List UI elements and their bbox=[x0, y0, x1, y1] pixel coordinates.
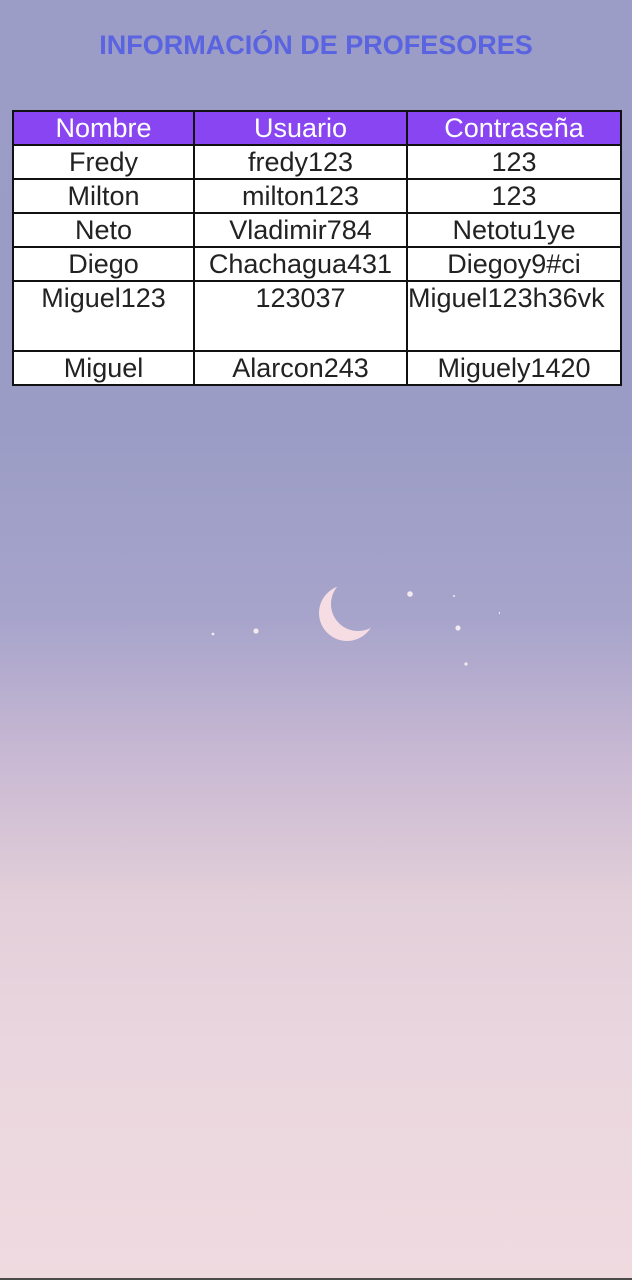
column-header-usuario: Usuario bbox=[193, 110, 408, 146]
crescent-moon-icon bbox=[319, 585, 375, 641]
cell-contrasena: 123 bbox=[406, 178, 622, 214]
cell-usuario: Alarcon243 bbox=[193, 350, 408, 386]
cell-nombre: Diego bbox=[12, 246, 195, 282]
table-row: Milton milton123 123 bbox=[12, 178, 622, 214]
stars-icon bbox=[211, 591, 500, 666]
page-title: INFORMACIÓN DE PROFESORES bbox=[99, 30, 533, 60]
column-header-contrasena: Contraseña bbox=[406, 110, 622, 146]
cell-usuario: fredy123 bbox=[193, 144, 408, 180]
cell-nombre: Neto bbox=[12, 212, 195, 248]
cell-contrasena: Diegoy9#ci bbox=[406, 246, 622, 282]
cell-contrasena: Miguely1420 bbox=[406, 350, 622, 386]
table-row: Miguel123 123037 Miguel123h36vk bbox=[12, 280, 622, 352]
table-row: Diego Chachagua431 Diegoy9#ci bbox=[12, 246, 622, 282]
background-moon-scene bbox=[211, 585, 500, 666]
cell-nombre: Milton bbox=[12, 178, 195, 214]
table-row: Neto Vladimir784 Netotu1ye bbox=[12, 212, 622, 248]
cell-usuario: Vladimir784 bbox=[193, 212, 408, 248]
cell-contrasena: Netotu1ye bbox=[406, 212, 622, 248]
cell-usuario: 123037 bbox=[193, 280, 408, 352]
table-row: Miguel Alarcon243 Miguely1420 bbox=[12, 350, 622, 386]
column-header-nombre: Nombre bbox=[12, 110, 195, 146]
table-row: Fredy fredy123 123 bbox=[12, 144, 622, 180]
cell-nombre: Miguel bbox=[12, 350, 195, 386]
cell-contrasena: 123 bbox=[406, 144, 622, 180]
cell-nombre: Fredy bbox=[12, 144, 195, 180]
table-header-row: Nombre Usuario Contraseña bbox=[12, 110, 622, 146]
cell-usuario: Chachagua431 bbox=[193, 246, 408, 282]
bottom-edge bbox=[0, 1278, 632, 1280]
cell-contrasena: Miguel123h36vk bbox=[406, 280, 622, 352]
cell-usuario: milton123 bbox=[193, 178, 408, 214]
cell-nombre: Miguel123 bbox=[12, 280, 195, 352]
professors-table: Nombre Usuario Contraseña Fredy fredy123… bbox=[12, 110, 622, 386]
